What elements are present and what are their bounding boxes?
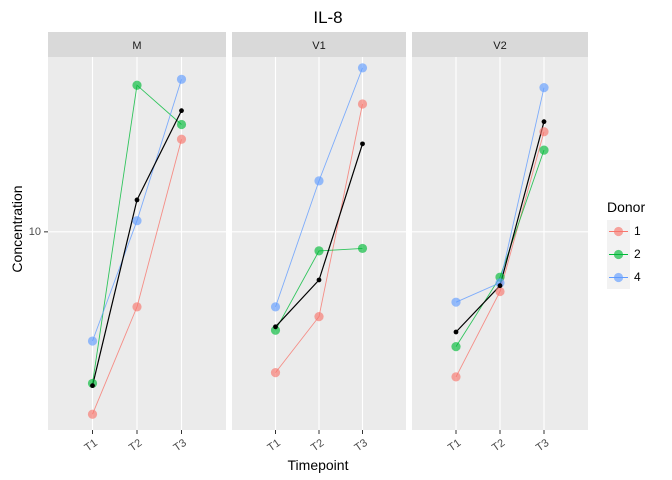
x-tick-label: T3 bbox=[534, 437, 551, 454]
facet-panels: M T1 T2 T3 V1 T1 T2 T3 V2 T1 T2 T3 10 bbox=[29, 32, 588, 454]
point-donor-1-t1 bbox=[451, 372, 461, 382]
x-tick-label: T2 bbox=[490, 437, 507, 454]
mean-point bbox=[497, 283, 503, 289]
y-axis-label: Concentration bbox=[9, 185, 25, 272]
facet-v2: V2 T1 T2 T3 bbox=[412, 32, 588, 454]
y-tick-label: 10 bbox=[29, 226, 41, 238]
x-tick-label: T1 bbox=[265, 437, 282, 454]
mean-point bbox=[316, 277, 322, 283]
mean-point bbox=[273, 324, 278, 330]
legend: Donor 1 2 4 bbox=[607, 199, 645, 289]
point-donor-2-t2 bbox=[132, 80, 142, 90]
point-donor-4-t2 bbox=[132, 216, 142, 226]
legend-item-1: 1 bbox=[607, 220, 641, 243]
x-axis-label: Timepoint bbox=[288, 457, 349, 473]
legend-key-point bbox=[613, 249, 624, 260]
mean-point bbox=[541, 119, 547, 125]
point-donor-4-t2 bbox=[314, 176, 324, 186]
x-tick-label: T2 bbox=[127, 437, 144, 454]
point-donor-1-t1 bbox=[270, 367, 281, 378]
point-donor-1-t3 bbox=[539, 127, 549, 137]
point-donor-2-t3 bbox=[539, 145, 549, 155]
legend-title: Donor bbox=[607, 199, 645, 215]
point-donor-2-t1 bbox=[270, 325, 281, 335]
facet-m: M T1 T2 T3 bbox=[48, 32, 226, 454]
facet-v1: V1 T1 T2 T3 bbox=[232, 32, 406, 454]
point-donor-4-t3 bbox=[539, 83, 549, 93]
legend-key-point bbox=[613, 272, 624, 283]
point-donor-4-t3 bbox=[357, 63, 368, 73]
point-donor-2-t2 bbox=[314, 246, 324, 256]
x-tick-label: T1 bbox=[446, 437, 463, 454]
point-donor-1-t2 bbox=[132, 302, 142, 312]
x-tick-label: T3 bbox=[171, 437, 188, 454]
x-tick-label: T3 bbox=[352, 437, 369, 454]
point-donor-2-t3 bbox=[176, 119, 187, 130]
x-tick-label: T2 bbox=[309, 437, 326, 454]
mean-point bbox=[179, 108, 184, 114]
point-donor-1-t2 bbox=[314, 312, 324, 322]
facet-strip bbox=[232, 32, 406, 57]
chart-title: IL-8 bbox=[313, 8, 342, 27]
point-donor-4-t1 bbox=[451, 297, 461, 307]
point-donor-4-t1 bbox=[270, 302, 281, 312]
mean-point bbox=[360, 141, 365, 147]
point-donor-1-t1 bbox=[87, 409, 98, 419]
point-donor-2-t3 bbox=[357, 243, 368, 254]
point-donor-1-t2 bbox=[495, 286, 505, 297]
legend-items: 1 2 4 bbox=[607, 220, 641, 289]
point-donor-4-t3 bbox=[176, 74, 187, 84]
mean-point bbox=[134, 197, 140, 203]
mean-point bbox=[90, 383, 95, 389]
facet-strip-label: V1 bbox=[312, 40, 325, 52]
legend-key-point bbox=[613, 226, 624, 237]
legend-item-2: 2 bbox=[607, 243, 641, 266]
point-donor-1-t3 bbox=[176, 134, 187, 144]
legend-item-4: 4 bbox=[607, 266, 641, 289]
point-donor-1-t3 bbox=[357, 99, 368, 109]
facet-strip bbox=[412, 32, 588, 57]
point-donor-4-t1 bbox=[87, 336, 98, 346]
legend-label: 2 bbox=[634, 247, 641, 261]
point-donor-2-t1 bbox=[451, 342, 461, 352]
facet-strip-label: V2 bbox=[493, 40, 506, 52]
x-tick-label: T1 bbox=[82, 437, 99, 454]
facet-strip bbox=[48, 32, 226, 57]
mean-point bbox=[453, 329, 459, 335]
facet-strip-label: M bbox=[132, 40, 141, 52]
legend-label: 4 bbox=[634, 270, 641, 284]
legend-label: 1 bbox=[634, 224, 641, 238]
